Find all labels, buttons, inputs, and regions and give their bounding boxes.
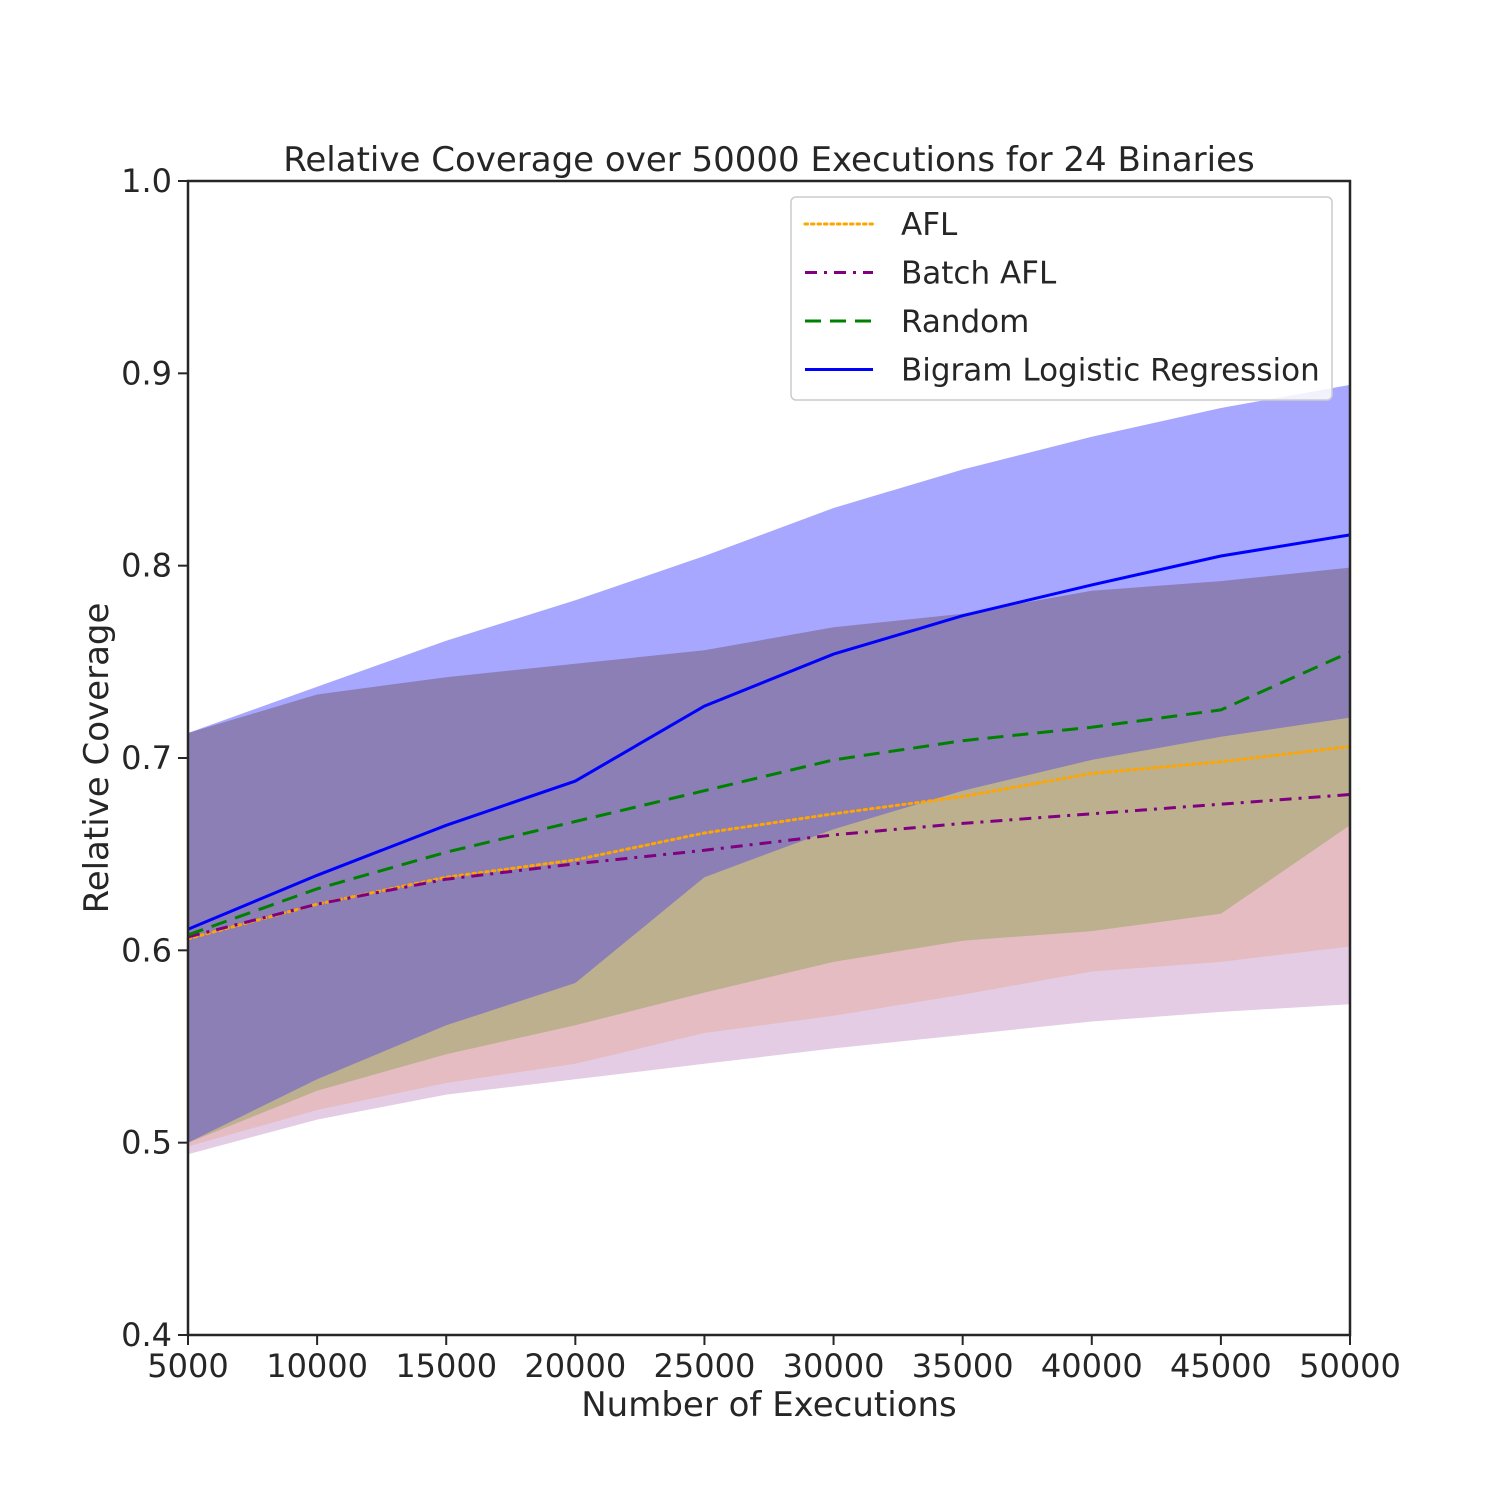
chart-title: Relative Coverage over 50000 Executions … bbox=[283, 140, 1254, 180]
y-tick-label: 0.8 bbox=[121, 547, 172, 585]
y-tick-label: 0.9 bbox=[121, 354, 172, 392]
x-tick-label: 50000 bbox=[1299, 1347, 1401, 1385]
y-tick-label: 0.6 bbox=[121, 931, 172, 969]
series-line-bigram-logistic-regression bbox=[187, 533, 1351, 931]
x-tick-label: 45000 bbox=[1170, 1347, 1272, 1385]
x-tick-label: 20000 bbox=[524, 1347, 626, 1385]
y-axis-ticks: 0.4 0.5 0.6 0.7 0.8 0.9 1.0 bbox=[121, 162, 188, 1354]
series-lines bbox=[186, 533, 1352, 941]
x-axis-label: Number of Executions bbox=[581, 1385, 957, 1425]
legend-label-bigram-logistic-regression: Bigram Logistic Regression bbox=[901, 353, 1320, 389]
legend-label-random: Random bbox=[901, 304, 1029, 340]
confidence-band-5 bbox=[188, 384, 1350, 733]
y-tick-label: 0.5 bbox=[121, 1124, 172, 1162]
legend-label-batch-afl: Batch AFL bbox=[901, 256, 1057, 292]
x-tick-label: 10000 bbox=[266, 1347, 368, 1385]
y-tick-label: 0.4 bbox=[121, 1316, 172, 1354]
x-tick-label: 40000 bbox=[1041, 1347, 1143, 1385]
x-tick-label: 35000 bbox=[912, 1347, 1014, 1385]
confidence-bands bbox=[188, 384, 1350, 1155]
series-line-afl bbox=[186, 745, 1352, 941]
y-tick-label: 1.0 bbox=[121, 162, 172, 200]
x-tick-label: 30000 bbox=[783, 1347, 885, 1385]
legend-box bbox=[790, 196, 1333, 401]
legend: AFL Batch AFL Random Bigram Logistic Regres… bbox=[790, 196, 1333, 401]
series-line-batch-afl bbox=[187, 793, 1351, 939]
series-line-random bbox=[187, 650, 1351, 937]
x-tick-label: 5000 bbox=[147, 1347, 228, 1385]
x-tick-label: 25000 bbox=[654, 1347, 756, 1385]
x-axis-ticks: 5000 10000 15000 20000 25000 30000 35000 40000 4… bbox=[147, 1335, 1401, 1385]
x-tick-label: 15000 bbox=[395, 1347, 497, 1385]
y-tick-label: 0.7 bbox=[121, 739, 172, 777]
legend-label-afl: AFL bbox=[901, 207, 958, 243]
y-axis-label: Relative Coverage bbox=[77, 603, 117, 914]
